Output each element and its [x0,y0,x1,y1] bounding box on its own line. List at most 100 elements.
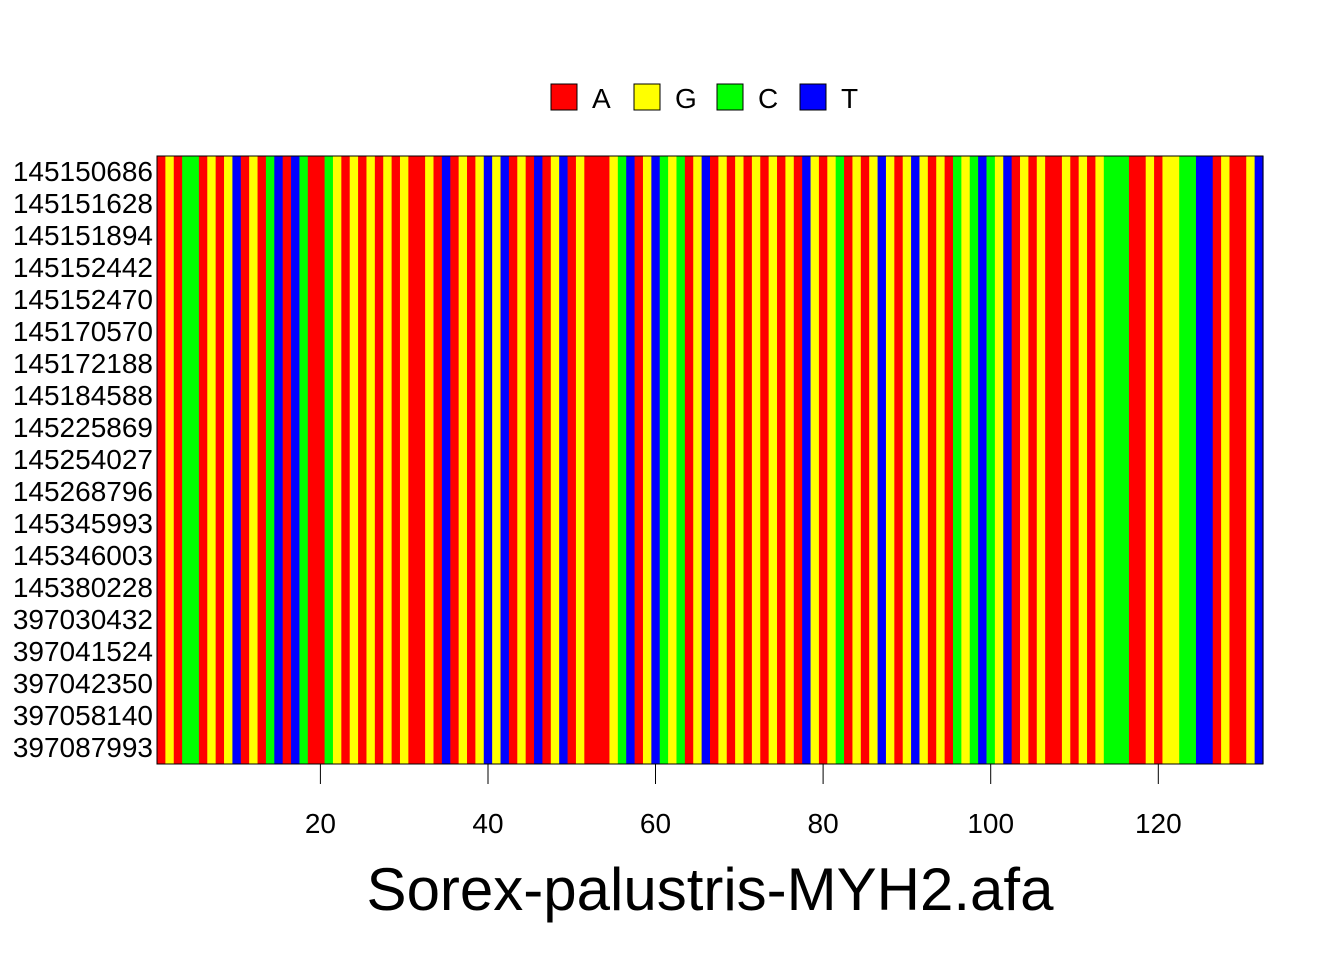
alignment-column-106-G [1036,156,1046,764]
alignment-column-11-A [240,156,250,764]
alignment-column-24-G [349,156,359,764]
legend-label-T: T [841,83,858,114]
alignment-column-104-G [1020,156,1029,764]
alignment-column-63-C [676,156,686,764]
alignment-column-22-G [332,156,342,764]
alignment-column-43-A [508,156,518,764]
alignment-column-3-A [173,156,183,764]
legend-label-A: A [592,83,611,114]
alignment-column-23-A [341,156,351,764]
alignment-column-84-G [852,156,862,764]
alignment-column-13-A [257,156,267,764]
alignment-column-99-T [978,156,988,764]
alignment-column-29-A [391,156,401,764]
alignment-column-28-G [383,156,393,764]
alignment-column-111-G [1078,156,1088,764]
alignment-column-16-A [282,156,292,764]
x-tick-label: 100 [967,808,1014,839]
alignment-column-130-A [1237,156,1247,764]
row-label: 145254027 [13,444,153,475]
alignment-column-86-G [869,156,879,764]
row-label: 145152442 [13,252,153,283]
alignment-column-95-A [944,156,954,764]
alignment-column-15-T [274,156,284,764]
alignment-column-89-A [894,156,904,764]
alignment-column-124-C [1187,156,1197,764]
alignment-column-38-A [467,156,476,764]
alignment-column-129-A [1229,156,1239,764]
alignment-column-53-A [592,156,602,764]
alignment-column-57-T [626,156,636,764]
alignment-column-35-T [441,156,451,764]
alignment-column-132-T [1254,156,1264,764]
alignment-column-41-G [492,156,502,764]
legend-swatch-T [799,83,827,111]
row-label: 145184588 [13,380,153,411]
alignment-column-37-G [458,156,468,764]
alignment-column-119-G [1145,156,1155,764]
alignment-column-14-C [265,156,275,764]
alignment-column-26-G [366,156,376,764]
row-label: 145170570 [13,316,153,347]
alignment-column-54-A [601,156,611,764]
alignment-column-70-G [735,156,745,764]
alignment-column-94-G [936,156,946,764]
alignment-column-90-G [902,156,912,764]
alignment-column-18-C [299,156,309,764]
alignment-column-1-A [157,156,166,764]
row-label: 145150686 [13,156,153,187]
alignment-column-58-A [634,156,644,764]
alignment-column-82-C [835,156,845,764]
alignment-column-8-A [215,156,225,764]
alignment-column-88-G [885,156,895,764]
alignment-column-34-A [433,156,443,764]
row-label: 145225869 [13,412,153,443]
row-label: 145345993 [13,508,153,539]
alignment-column-116-C [1120,156,1130,764]
alignment-column-45-A [525,156,535,764]
row-label: 145346003 [13,540,153,571]
row-label: 397087993 [13,732,153,763]
alignment-column-5-C [190,156,200,764]
row-label: 145268796 [13,476,153,507]
alignment-column-7-G [207,156,217,764]
alignment-column-117-A [1128,156,1138,764]
alignment-column-72-G [751,156,761,764]
alignment-column-42-T [500,156,510,764]
alignment-column-79-G [810,156,820,764]
alignment-column-75-A [777,156,787,764]
row-label: 145172188 [13,348,153,379]
alignment-column-110-A [1070,156,1080,764]
alignment-column-62-G [668,156,678,764]
alignment-column-91-T [911,156,921,764]
alignment-column-30-G [399,156,409,764]
row-label: 145152470 [13,284,153,315]
alignment-column-71-A [743,156,753,764]
alignment-column-77-A [793,156,803,764]
alignment-column-4-C [182,156,192,764]
alignment-column-121-G [1162,156,1172,764]
alignment-column-96-C [952,156,962,764]
plot-border [156,155,1264,765]
alignment-column-85-A [860,156,870,764]
alignment-column-80-A [818,156,828,764]
row-labels: 1451506861451516281451518941451524421451… [13,156,153,763]
row-label: 145380228 [13,572,153,603]
x-tick-label: 40 [472,808,503,839]
alignment-column-92-G [919,156,929,764]
alignment-cells [157,156,1264,764]
row-label: 145151894 [13,220,153,251]
alignment-column-19-A [307,156,317,764]
alignment-column-32-A [416,156,426,764]
alignment-column-115-C [1112,156,1122,764]
alignment-column-47-A [542,156,552,764]
chart-title: Sorex-palustris-MYH2.afa [367,856,1055,923]
alignment-column-55-G [609,156,619,764]
alignment-column-59-G [642,156,652,764]
legend-swatch-C [716,83,744,111]
alignment-column-69-A [726,156,736,764]
alignment-column-20-A [316,156,326,764]
alignment-column-109-G [1061,156,1071,764]
alignment-column-98-C [969,156,979,764]
